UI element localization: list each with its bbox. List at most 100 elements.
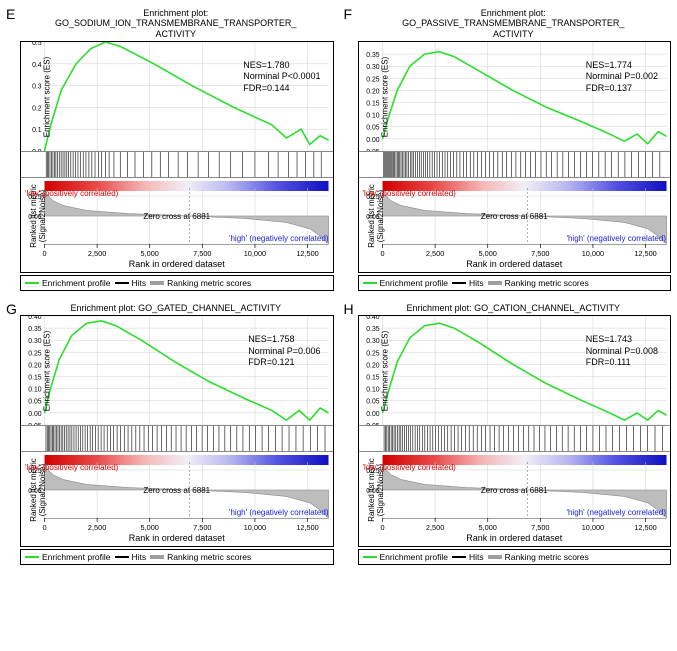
enrichment-score-chart: Enrichment score (ES) -0.050.000.050.100…: [359, 42, 671, 152]
stat-fdr: FDR=0.121: [248, 357, 320, 368]
legend-metric: Ranking metric scores: [488, 552, 589, 562]
corr-high-label: 'high' (negatively correlated): [229, 508, 329, 517]
x-axis: 02,5005,0007,50010,00012,500 Rank in ord…: [21, 518, 333, 546]
svg-text:0.10: 0.10: [28, 387, 41, 394]
stat-nes: NES=1.774: [586, 60, 658, 71]
svg-text:12,500: 12,500: [634, 249, 656, 258]
x-axis-label: Rank in ordered dataset: [21, 532, 333, 543]
legend-metric: Ranking metric scores: [488, 278, 589, 288]
svg-text:0.10: 0.10: [366, 113, 379, 120]
gsea-panel-g: G Enrichment plot: GO_GATED_CHANNEL_ACTI…: [4, 299, 336, 567]
rank-gradient: [359, 452, 671, 462]
legend-metric: Ranking metric scores: [150, 552, 251, 562]
hits-barcode: [21, 152, 333, 178]
chart-block: Enrichment score (ES) -0.050.000.050.100…: [20, 315, 334, 547]
legend-hits: Hits: [115, 278, 147, 288]
gsea-panel-e: E Enrichment plot: GO_SODIUM_ION_TRANSME…: [4, 4, 336, 293]
es-y-axis-label: Enrichment score (ES): [380, 56, 389, 136]
svg-text:0.1: 0.1: [32, 127, 42, 134]
svg-text:7,500: 7,500: [531, 523, 549, 532]
stat-fdr: FDR=0.144: [243, 83, 320, 94]
corr-low-label: 'low' (positively correlated): [363, 463, 456, 472]
x-axis: 02,5005,0007,50010,00012,500 Rank in ord…: [21, 244, 333, 272]
legend: Enrichment profile Hits Ranking metric s…: [358, 275, 672, 291]
es-y-axis-label: Enrichment score (ES): [43, 56, 52, 136]
corr-low-label: 'low' (positively correlated): [25, 189, 118, 198]
svg-text:0.20: 0.20: [28, 363, 41, 370]
legend-metric: Ranking metric scores: [150, 278, 251, 288]
stats-box: NES=1.780 Norminal P<0.0001 FDR=0.144: [243, 60, 320, 94]
chart-block: Enrichment score (ES) -0.050.000.050.100…: [358, 41, 672, 273]
rank-gradient: [21, 452, 333, 462]
svg-text:0.25: 0.25: [366, 76, 379, 83]
corr-low-label: 'low' (positively correlated): [363, 189, 456, 198]
ranked-metric-chart: Ranked list metric(Signal2Noise) 0.250.0…: [359, 462, 671, 518]
stats-box: NES=1.758 Norminal P=0.006 FDR=0.121: [248, 334, 320, 368]
svg-text:12,500: 12,500: [296, 249, 318, 258]
stat-nes: NES=1.758: [248, 334, 320, 345]
svg-text:0.25: 0.25: [366, 351, 379, 358]
svg-text:2,500: 2,500: [425, 523, 443, 532]
svg-text:-0.05: -0.05: [26, 423, 42, 425]
x-axis-label: Rank in ordered dataset: [21, 258, 333, 269]
svg-text:0.25: 0.25: [28, 351, 41, 358]
legend: Enrichment profile Hits Ranking metric s…: [358, 549, 672, 565]
legend-hits: Hits: [452, 278, 484, 288]
svg-text:10,000: 10,000: [244, 249, 266, 258]
zero-cross-label: Zero cross at 6881: [143, 212, 210, 221]
hits-barcode: [21, 426, 333, 452]
svg-text:0.05: 0.05: [28, 399, 41, 406]
stat-p: Norminal P=0.008: [586, 346, 658, 357]
svg-text:7,500: 7,500: [531, 249, 549, 258]
corr-high-label: 'high' (negatively correlated): [566, 508, 666, 517]
svg-text:0: 0: [380, 249, 384, 258]
panel-title: Enrichment plot: GO_CATION_CHANNEL_ACTIV…: [342, 299, 674, 315]
hits-barcode: [359, 152, 671, 178]
svg-text:10,000: 10,000: [244, 523, 266, 532]
svg-text:0.15: 0.15: [366, 101, 379, 108]
legend-hits: Hits: [452, 552, 484, 562]
stat-fdr: FDR=0.111: [586, 357, 658, 368]
svg-text:2,500: 2,500: [425, 249, 443, 258]
svg-text:0.30: 0.30: [28, 339, 41, 346]
enrichment-score-chart: Enrichment score (ES) 0.00.10.20.30.40.5…: [21, 42, 333, 152]
svg-text:10,000: 10,000: [581, 523, 603, 532]
svg-text:12,500: 12,500: [634, 523, 656, 532]
svg-text:0.10: 0.10: [366, 387, 379, 394]
svg-text:7,500: 7,500: [193, 249, 211, 258]
x-axis: 02,5005,0007,50010,00012,500 Rank in ord…: [359, 518, 671, 546]
svg-text:0.20: 0.20: [366, 88, 379, 95]
svg-text:-0.05: -0.05: [363, 149, 379, 151]
svg-text:0.35: 0.35: [366, 52, 379, 59]
zero-cross-label: Zero cross at 6881: [481, 212, 548, 221]
svg-text:0.20: 0.20: [366, 363, 379, 370]
panel-title: Enrichment plot: GO_SODIUM_ION_TRANSMEMB…: [4, 4, 336, 41]
es-y-axis-label: Enrichment score (ES): [43, 331, 52, 411]
svg-text:5,000: 5,000: [478, 523, 496, 532]
chart-block: Enrichment score (ES) 0.00.10.20.30.40.5…: [20, 41, 334, 273]
corr-high-label: 'high' (negatively correlated): [566, 234, 666, 243]
stat-p: Norminal P=0.002: [586, 71, 658, 82]
svg-text:0.30: 0.30: [366, 339, 379, 346]
svg-text:0.00: 0.00: [366, 411, 379, 418]
svg-text:10,000: 10,000: [581, 249, 603, 258]
legend-profile: Enrichment profile: [363, 552, 449, 562]
stats-box: NES=1.743 Norminal P=0.008 FDR=0.111: [586, 334, 658, 368]
legend-hits: Hits: [115, 552, 147, 562]
gsea-panel-h: H Enrichment plot: GO_CATION_CHANNEL_ACT…: [342, 299, 674, 567]
legend-profile: Enrichment profile: [25, 552, 111, 562]
ranked-metric-chart: Ranked list metric(Signal2Noise) 0.250.0…: [359, 188, 671, 244]
corr-low-label: 'low' (positively correlated): [25, 463, 118, 472]
ranked-metric-chart: Ranked list metric(Signal2Noise) 0.250.0…: [21, 188, 333, 244]
panel-letter: E: [6, 6, 15, 22]
svg-text:0.05: 0.05: [366, 399, 379, 406]
stat-p: Norminal P=0.006: [248, 346, 320, 357]
es-y-axis-label: Enrichment score (ES): [380, 331, 389, 411]
enrichment-score-chart: Enrichment score (ES) -0.050.000.050.100…: [21, 316, 333, 426]
chart-block: Enrichment score (ES) -0.050.000.050.100…: [358, 315, 672, 547]
svg-text:0.35: 0.35: [366, 326, 379, 333]
legend-profile: Enrichment profile: [363, 278, 449, 288]
panel-title: Enrichment plot: GO_GATED_CHANNEL_ACTIVI…: [4, 299, 336, 315]
corr-high-label: 'high' (negatively correlated): [229, 234, 329, 243]
svg-text:0.30: 0.30: [366, 64, 379, 71]
